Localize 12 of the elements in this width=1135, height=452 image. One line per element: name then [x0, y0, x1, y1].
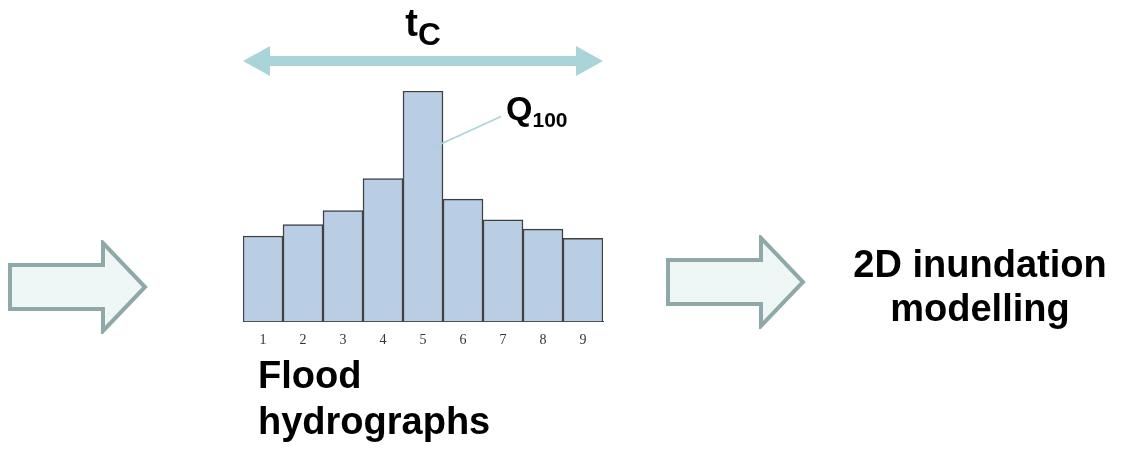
x-tick-label: 4	[379, 332, 387, 348]
x-tick-label: 1	[259, 332, 267, 348]
x-tick-label: 7	[499, 332, 507, 348]
x-tick-label: 8	[539, 332, 547, 348]
x-tick-label: 9	[579, 332, 587, 348]
x-tick-label: 2	[299, 332, 307, 348]
text: t$_{C}$	[404, 2, 442, 53]
x-axis-title: Flood hydrographs	[258, 353, 492, 444]
x-tick-label: 6	[459, 332, 467, 348]
x-tick-label: 5	[419, 332, 427, 348]
x-tick-label: 3	[339, 332, 347, 348]
text: 2D inundation modelling	[852, 242, 1108, 330]
